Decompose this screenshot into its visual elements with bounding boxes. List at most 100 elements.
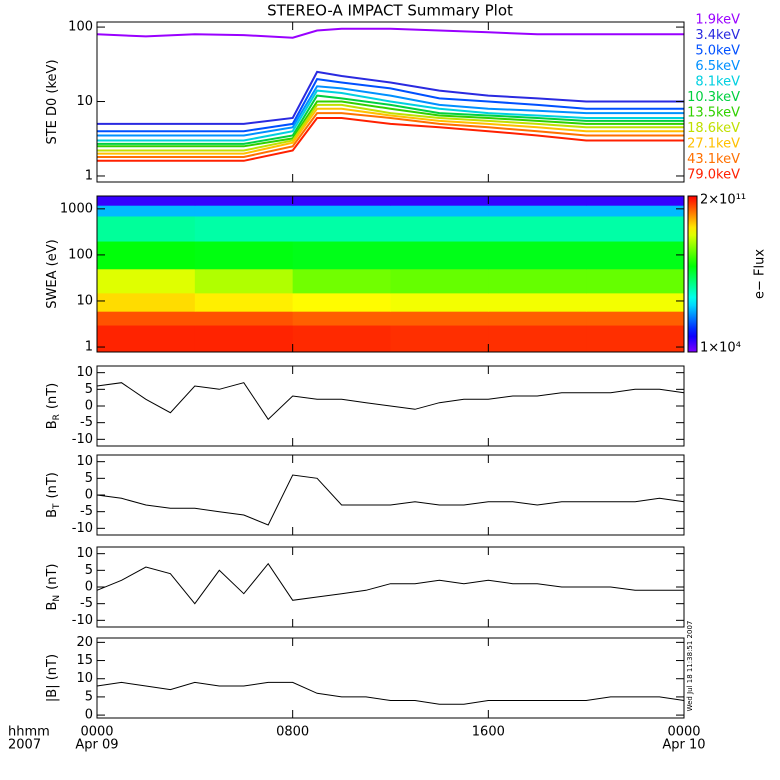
y-tick-label: -5 bbox=[80, 596, 93, 611]
legend-label: 8.1keV bbox=[695, 75, 740, 90]
y-tick-label: 1 bbox=[85, 168, 93, 183]
heatmap-cell bbox=[194, 268, 294, 294]
data-line bbox=[96, 382, 685, 421]
year-label: 2007 bbox=[8, 738, 41, 753]
y-tick-label: 10 bbox=[76, 671, 93, 686]
y-tick-label: -10 bbox=[72, 521, 93, 536]
data-line bbox=[97, 94, 684, 145]
heatmap-cell bbox=[194, 215, 294, 242]
heatmap-cell bbox=[586, 268, 685, 294]
data-line bbox=[97, 78, 684, 133]
heatmap-cell bbox=[390, 241, 489, 270]
heatmap-cell bbox=[97, 268, 196, 294]
y-axis-label-unit: (nT) bbox=[45, 564, 60, 590]
legend-label: 43.1keV bbox=[687, 152, 740, 167]
heatmap-cell bbox=[194, 325, 294, 353]
heatmap-cell bbox=[488, 325, 587, 353]
heatmap-cell bbox=[586, 311, 685, 326]
y-tick-label: 0 bbox=[85, 399, 93, 414]
color-bar-label: 1×10⁴ bbox=[700, 341, 741, 356]
panel-frame bbox=[96, 195, 685, 353]
heatmap-cell bbox=[292, 205, 391, 217]
panel-frame bbox=[96, 454, 685, 536]
heatmap-cell bbox=[488, 205, 587, 217]
y-tick-label: 10 bbox=[76, 546, 93, 561]
data-line bbox=[97, 70, 684, 125]
heatmap-cell bbox=[586, 292, 685, 312]
heatmap-cell bbox=[97, 311, 196, 326]
heatmap-cell bbox=[292, 292, 391, 312]
heatmap-cell bbox=[586, 205, 685, 217]
y-axis-label-sub: R bbox=[52, 414, 62, 420]
y-axis-label-sub: N bbox=[52, 595, 62, 602]
y-axis-label: BR (nT) bbox=[45, 383, 62, 430]
chart-title: STEREO-A IMPACT Summary Plot bbox=[267, 2, 513, 20]
y-axis-label-text: B bbox=[45, 602, 60, 611]
y-axis-label-text: B bbox=[45, 420, 60, 429]
legend-label: 79.0keV bbox=[687, 168, 740, 183]
data-line bbox=[97, 100, 684, 148]
heatmap-cell bbox=[97, 241, 196, 270]
heatmap-cell bbox=[292, 215, 391, 242]
y-tick-label: 1000 bbox=[60, 201, 93, 216]
legend-label: 13.5keV bbox=[687, 106, 740, 121]
heatmap-cell bbox=[292, 311, 391, 326]
heatmap-cell bbox=[97, 205, 196, 217]
heatmap-cell bbox=[488, 268, 587, 294]
heatmap-cell bbox=[488, 215, 587, 242]
y-axis-label: BN (nT) bbox=[45, 564, 62, 611]
heatmap-cell bbox=[97, 292, 196, 312]
date-label: Apr 10 bbox=[662, 738, 705, 753]
data-line bbox=[97, 85, 684, 137]
x-tick-label: 0800 bbox=[276, 725, 309, 740]
heatmap-cell bbox=[390, 292, 489, 312]
data-line bbox=[96, 681, 685, 705]
x-tick-label: 1600 bbox=[472, 725, 505, 740]
data-line bbox=[97, 89, 684, 142]
y-tick-label: 100 bbox=[68, 247, 93, 262]
legend-label: 3.4keV bbox=[695, 28, 740, 43]
heatmap-cell bbox=[292, 196, 391, 206]
color-bar-label: 2×10¹¹ bbox=[700, 193, 746, 208]
heatmap-cell bbox=[586, 196, 685, 206]
y-axis-label-sub: T bbox=[52, 503, 62, 510]
y-tick-label: 10 bbox=[76, 454, 93, 469]
heatmap-cell bbox=[390, 268, 489, 294]
heatmap-cell bbox=[97, 196, 196, 206]
heatmap-cell bbox=[390, 311, 489, 326]
y-tick-label: 100 bbox=[68, 20, 93, 35]
heatmap-cell bbox=[586, 241, 685, 270]
y-tick-label: 10 bbox=[76, 293, 93, 308]
x-tick-label: 0000 bbox=[80, 725, 113, 740]
heatmap-cell bbox=[390, 325, 489, 353]
heatmap-cell bbox=[292, 268, 391, 294]
heatmap-cell bbox=[292, 325, 391, 353]
x-tick-label: 0000 bbox=[667, 725, 700, 740]
legend-label: 27.1keV bbox=[687, 137, 740, 152]
timestamp: Wed Jul 18 11:38:51 2007 bbox=[686, 621, 694, 712]
y-tick-label: 10 bbox=[76, 365, 93, 380]
heatmap-cell bbox=[586, 215, 685, 242]
y-tick-label: 10 bbox=[76, 94, 93, 109]
legend-label: 18.6keV bbox=[687, 121, 740, 136]
y-tick-label: 5 bbox=[85, 563, 93, 578]
heatmap-cell bbox=[488, 196, 587, 206]
y-axis-label-text: STE D0 (keV) bbox=[45, 59, 60, 144]
heatmap-cell bbox=[390, 205, 489, 217]
heatmap-cell bbox=[292, 241, 391, 270]
heatmap-cell bbox=[586, 325, 685, 353]
y-tick-label: 0 bbox=[85, 708, 93, 723]
y-axis-label: SWEA (eV) bbox=[45, 239, 60, 308]
y-tick-label: 5 bbox=[85, 689, 93, 704]
heatmap-cell bbox=[194, 196, 294, 206]
heatmap-cell bbox=[194, 205, 294, 217]
y-tick-label: -10 bbox=[72, 432, 93, 447]
heatmap-cell bbox=[390, 196, 489, 206]
y-tick-label: 0 bbox=[85, 580, 93, 595]
y-axis-label-unit: (nT) bbox=[45, 383, 60, 409]
y-tick-label: 1 bbox=[85, 340, 93, 355]
y-axis-label: BT (nT) bbox=[45, 472, 62, 518]
data-line bbox=[96, 27, 684, 39]
